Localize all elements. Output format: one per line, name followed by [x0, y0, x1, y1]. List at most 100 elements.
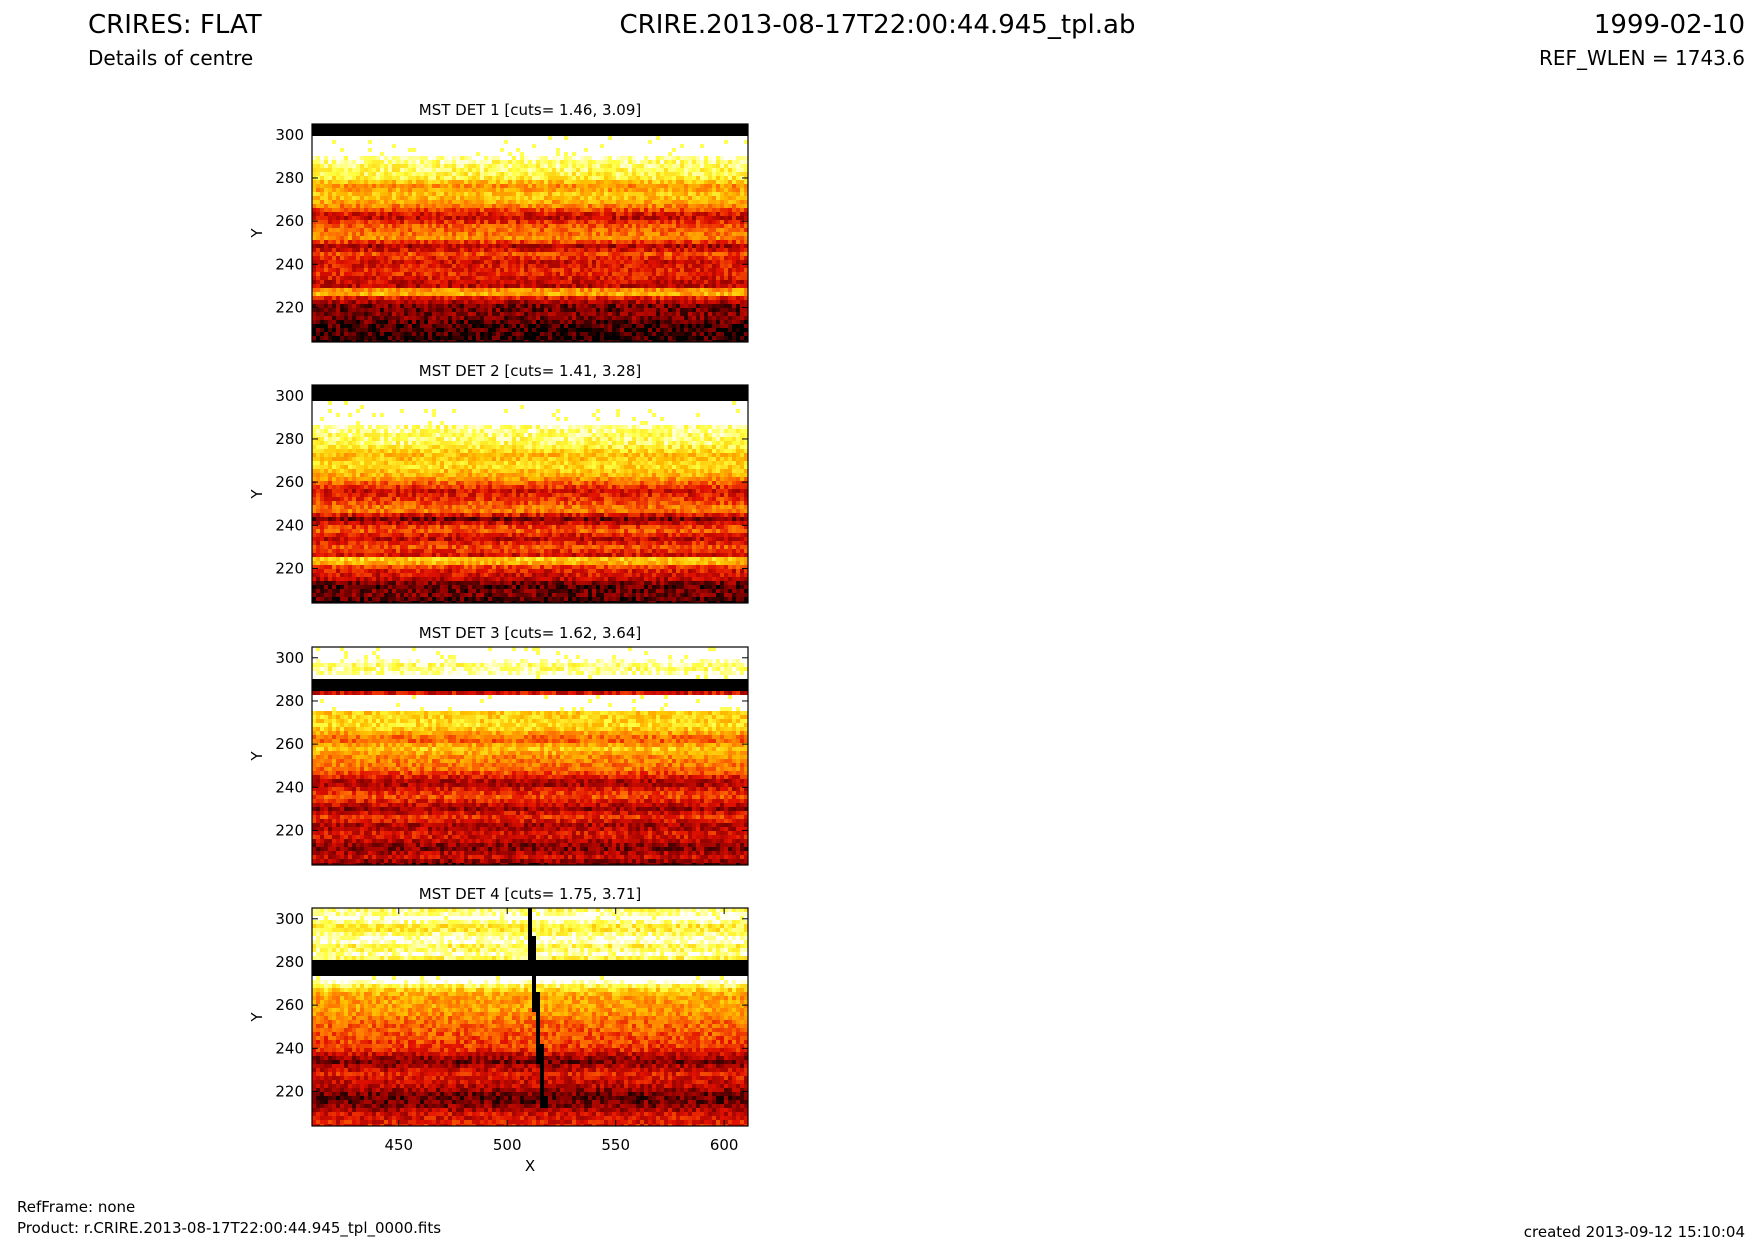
- heatmap-cell: [348, 296, 352, 300]
- heatmap-cell: [492, 276, 496, 280]
- heatmap-cell: [704, 140, 708, 144]
- heatmap-cell: [444, 168, 448, 172]
- heatmap-cell: [608, 192, 612, 196]
- heatmap-cell: [644, 256, 648, 260]
- heatmap-cell: [584, 148, 588, 152]
- heatmap-cell: [436, 300, 440, 304]
- heatmap-cell: [536, 208, 540, 212]
- heatmap-cell: [648, 224, 652, 228]
- heatmap-cell: [608, 248, 612, 252]
- heatmap-cell: [712, 196, 716, 200]
- heatmap-cell: [616, 124, 620, 128]
- heatmap-cell: [576, 256, 580, 260]
- heatmap-cell: [344, 124, 348, 128]
- heatmap-cell: [372, 276, 376, 280]
- heatmap-cell: [504, 208, 508, 212]
- heatmap-cell: [648, 132, 652, 136]
- heatmap-cell: [400, 192, 404, 196]
- heatmap-cell: [568, 288, 572, 292]
- heatmap-cell: [464, 228, 468, 232]
- heatmap-cell: [528, 144, 532, 148]
- heatmap-cell: [568, 192, 572, 196]
- heatmap-cell: [396, 240, 400, 244]
- heatmap-cell: [624, 196, 628, 200]
- heatmap-cell: [508, 280, 512, 284]
- heatmap-cell: [396, 144, 400, 148]
- heatmap-cell: [420, 152, 424, 156]
- heatmap-cell: [316, 256, 320, 260]
- heatmap-cell: [412, 160, 416, 164]
- heatmap-cell: [468, 176, 472, 180]
- heatmap-cell: [476, 300, 480, 304]
- heatmap-cell: [640, 236, 644, 240]
- heatmap-cell: [560, 248, 564, 252]
- heatmap-cell: [564, 244, 568, 248]
- heatmap-cell: [684, 264, 688, 268]
- heatmap-cell: [468, 300, 472, 304]
- heatmap-cell: [328, 292, 332, 296]
- heatmap-cell: [620, 188, 624, 192]
- heatmap-cell: [472, 252, 476, 256]
- heatmap-cell: [716, 160, 720, 164]
- heatmap-cell: [336, 168, 340, 172]
- heatmap-cell: [388, 220, 392, 224]
- heatmap-cell: [448, 204, 452, 208]
- heatmap-cell: [312, 240, 316, 244]
- heatmap-cell: [596, 212, 600, 216]
- heatmap-cell: [512, 212, 516, 216]
- heatmap-cell: [344, 252, 348, 256]
- heatmap-cell: [732, 292, 736, 296]
- heatmap-cell: [416, 216, 420, 220]
- heatmap-cell: [552, 208, 556, 212]
- heatmap-cell: [388, 168, 392, 172]
- heatmap-cell: [368, 244, 372, 248]
- heatmap-cell: [332, 164, 336, 168]
- heatmap-cell: [704, 196, 708, 200]
- heatmap-cell: [420, 216, 424, 220]
- heatmap-cell: [400, 164, 404, 168]
- heatmap-cell: [592, 284, 596, 288]
- heatmap-cell: [424, 284, 428, 288]
- heatmap-cell: [680, 200, 684, 204]
- heatmap-cell: [664, 248, 668, 252]
- heatmap-cell: [328, 168, 332, 172]
- heatmap-cell: [712, 200, 716, 204]
- heatmap-cell: [592, 144, 596, 148]
- heatmap-cell: [492, 228, 496, 232]
- heatmap-cell: [320, 288, 324, 292]
- heatmap-cell: [628, 240, 632, 244]
- heatmap-cell: [576, 200, 580, 204]
- heatmap-cell: [320, 272, 324, 276]
- heatmap-cell: [704, 248, 708, 252]
- heatmap-cell: [368, 292, 372, 296]
- heatmap-cell: [732, 256, 736, 260]
- heatmap-cell: [636, 292, 640, 296]
- heatmap-cell: [536, 280, 540, 284]
- heatmap-cell: [668, 144, 672, 148]
- heatmap-cell: [588, 136, 592, 140]
- heatmap-cell: [476, 292, 480, 296]
- heatmap-cell: [652, 248, 656, 252]
- heatmap-cell: [404, 232, 408, 236]
- heatmap-cell: [324, 144, 328, 148]
- heatmap-cell: [564, 200, 568, 204]
- heatmap-cell: [516, 300, 520, 304]
- heatmap-cell: [720, 300, 724, 304]
- heatmap-cell: [460, 296, 464, 300]
- heatmap-cell: [412, 304, 416, 308]
- heatmap-cell: [684, 272, 688, 276]
- heatmap-cell: [672, 284, 676, 288]
- heatmap-cell: [316, 140, 320, 144]
- heatmap-cell: [376, 196, 380, 200]
- heatmap-cell: [320, 284, 324, 288]
- heatmap-cell: [680, 232, 684, 236]
- heatmap-cell: [616, 148, 620, 152]
- heatmap-cell: [564, 140, 568, 144]
- heatmap-cell: [744, 192, 748, 196]
- heatmap-cell: [520, 188, 524, 192]
- heatmap-cell: [644, 168, 648, 172]
- heatmap-cell: [552, 288, 556, 292]
- heatmap-cell: [580, 128, 584, 132]
- heatmap-cell: [372, 128, 376, 132]
- heatmap-cell: [628, 300, 632, 304]
